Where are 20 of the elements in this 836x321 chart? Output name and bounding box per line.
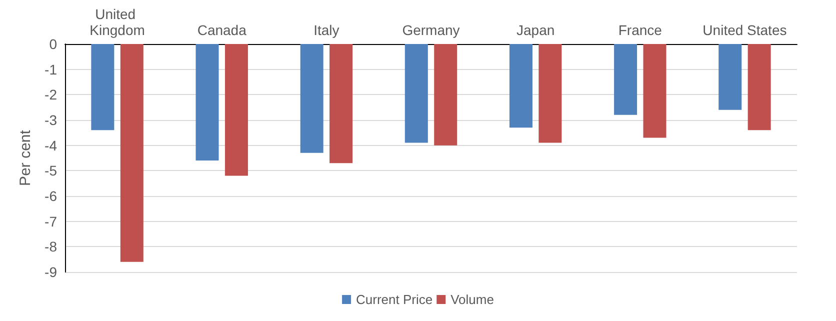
y-tick-label: -7 <box>44 213 58 230</box>
y-tick-label: -9 <box>44 264 58 280</box>
y-tick-label: 0 <box>49 36 58 52</box>
y-tick-label: -4 <box>44 137 58 154</box>
y-tick-label: -6 <box>44 188 58 204</box>
y-tick-label: -5 <box>44 162 58 179</box>
legend-label: Current Price <box>356 292 433 307</box>
legend-label: Volume <box>450 292 494 307</box>
y-tick-label: -2 <box>44 86 58 103</box>
x-tick-label: France <box>618 22 662 38</box>
x-tick-label: Japan <box>516 22 555 38</box>
x-tick-label: Canada <box>197 22 247 38</box>
y-tick-label: -1 <box>44 61 58 78</box>
x-tick-label: United States <box>702 22 787 38</box>
x-tick-label: United Kingdom <box>90 6 145 38</box>
x-tick-label: Italy <box>314 22 340 38</box>
y-tick-label: -3 <box>44 112 58 128</box>
y-axis-title: Per cent <box>17 129 34 186</box>
x-tick-label: Germany <box>402 22 460 38</box>
y-tick-label: -8 <box>44 238 58 255</box>
